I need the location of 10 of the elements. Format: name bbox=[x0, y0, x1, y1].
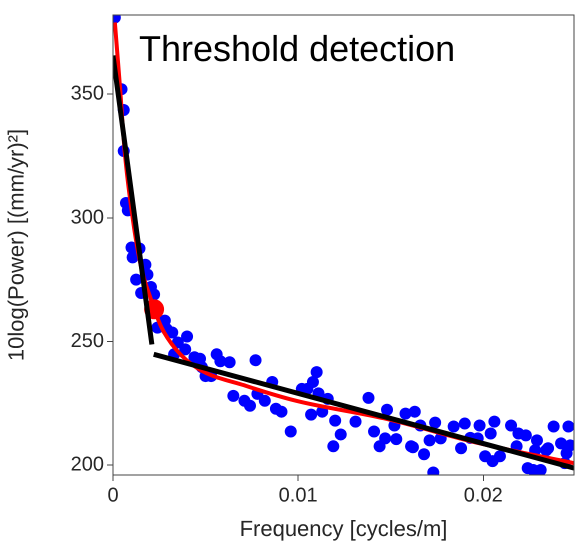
x-axis-title: Frequency [cycles/m] bbox=[240, 516, 448, 541]
annotation: Threshold detection bbox=[139, 28, 456, 69]
y-tick-label: 200 bbox=[70, 454, 104, 476]
y-tick-label: 350 bbox=[70, 82, 104, 105]
y-tick-label: 250 bbox=[70, 330, 104, 352]
y-axis-title: 10log(Power) [(mm/yr)²] bbox=[3, 128, 28, 362]
x-tick-label: 0.02 bbox=[464, 484, 503, 507]
x-tick-label: 0.01 bbox=[278, 484, 318, 507]
y-tick-label: 300 bbox=[70, 206, 104, 228]
x-tick-label: 0 bbox=[107, 484, 119, 507]
